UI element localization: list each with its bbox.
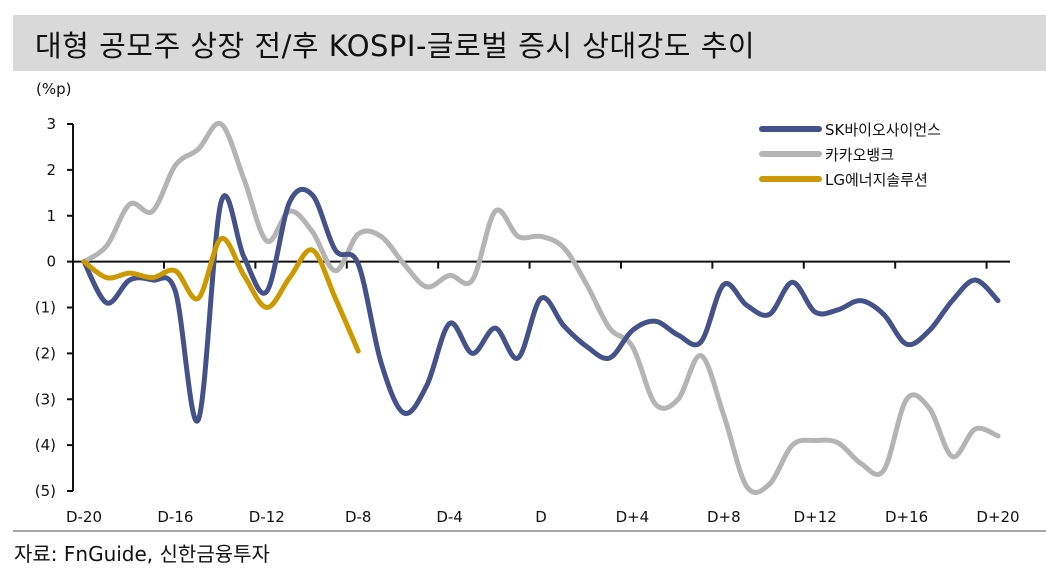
y-axis-unit: (%p) [36, 80, 72, 98]
series-line-2 [81, 236, 361, 354]
x-tick-label: D-8 [345, 508, 372, 526]
legend-label: SK바이오사이언스 [825, 121, 941, 139]
x-tick-label: D+8 [707, 508, 741, 526]
y-tick-label: 2 [46, 161, 56, 179]
x-tick-label: D [535, 508, 547, 526]
x-tick-label: D+4 [616, 508, 650, 526]
legend-label: 카카오뱅크 [825, 146, 894, 164]
x-tick-label: D-20 [66, 508, 102, 526]
x-tick-label: D+20 [976, 508, 1019, 526]
y-tick-label: 0 [46, 253, 56, 271]
y-tick-label: (2) [35, 344, 56, 362]
y-tick-label: (1) [35, 299, 56, 317]
x-tick-label: D+12 [794, 508, 837, 526]
y-tick-label: (3) [35, 390, 56, 408]
x-tick-label: D-4 [436, 508, 463, 526]
y-tick-label: 1 [46, 207, 56, 225]
y-tick-label: (5) [35, 482, 56, 500]
legend-label: LG에너지솔루션 [825, 171, 928, 189]
series-line-0 [81, 187, 1001, 424]
separator [13, 530, 1046, 532]
x-tick-label: D+16 [885, 508, 928, 526]
y-tick-label: 3 [46, 115, 56, 133]
source-note: 자료: FnGuide, 신한금융투자 [14, 542, 270, 566]
y-tick-label: (4) [35, 436, 56, 454]
x-tick-label: D-16 [157, 508, 193, 526]
series-line-1 [81, 120, 1001, 496]
chart-title: 대형 공모주 상장 전/후 KOSPI-글로벌 증시 상대강도 추이 [35, 29, 756, 63]
x-tick-label: D-12 [249, 508, 285, 526]
title-bar: 대형 공모주 상장 전/후 KOSPI-글로벌 증시 상대강도 추이 [13, 15, 1046, 71]
